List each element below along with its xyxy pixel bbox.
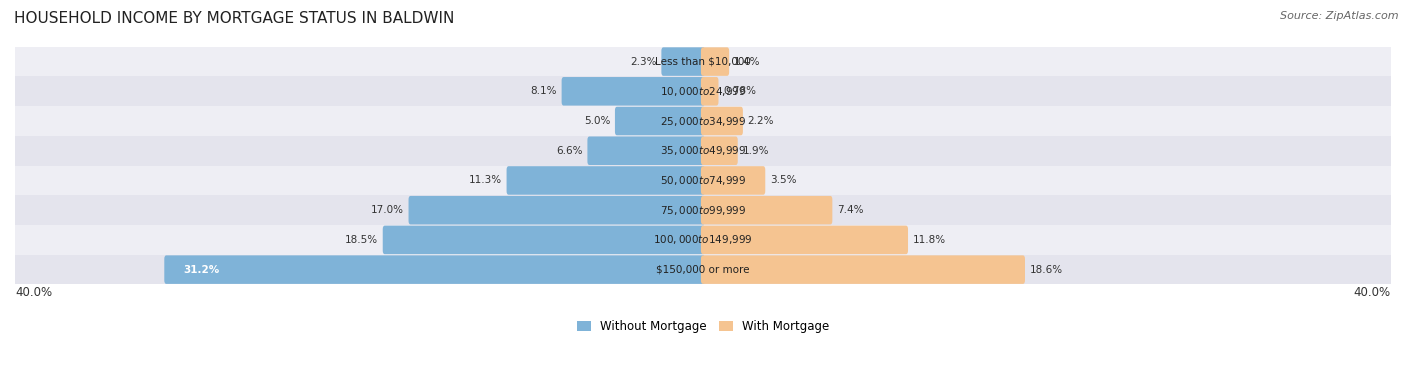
Text: 0.78%: 0.78% [723,86,756,96]
Text: 31.2%: 31.2% [184,265,219,275]
Text: $35,000 to $49,999: $35,000 to $49,999 [659,144,747,157]
Bar [15,76,1391,106]
FancyBboxPatch shape [702,256,1025,284]
Text: 40.0%: 40.0% [1354,286,1391,299]
Text: 2.3%: 2.3% [630,57,657,67]
Bar [15,106,1391,136]
FancyBboxPatch shape [506,166,704,195]
Text: $75,000 to $99,999: $75,000 to $99,999 [659,204,747,217]
Text: Less than $10,000: Less than $10,000 [655,57,751,67]
Text: 40.0%: 40.0% [15,286,52,299]
Text: $50,000 to $74,999: $50,000 to $74,999 [659,174,747,187]
Text: 3.5%: 3.5% [770,175,797,186]
Text: 18.5%: 18.5% [344,235,378,245]
Legend: Without Mortgage, With Mortgage: Without Mortgage, With Mortgage [576,320,830,333]
Bar [15,225,1391,255]
Text: 1.4%: 1.4% [734,57,761,67]
Text: 18.6%: 18.6% [1029,265,1063,275]
Bar [15,47,1391,76]
Text: $100,000 to $149,999: $100,000 to $149,999 [654,233,752,246]
FancyBboxPatch shape [702,196,832,225]
FancyBboxPatch shape [702,77,718,105]
FancyBboxPatch shape [588,136,704,165]
FancyBboxPatch shape [702,166,765,195]
Text: 1.9%: 1.9% [742,146,769,156]
FancyBboxPatch shape [614,107,704,135]
FancyBboxPatch shape [702,47,730,76]
FancyBboxPatch shape [165,256,704,284]
Text: Source: ZipAtlas.com: Source: ZipAtlas.com [1281,11,1399,21]
Text: 11.8%: 11.8% [912,235,946,245]
Text: 11.3%: 11.3% [468,175,502,186]
Text: HOUSEHOLD INCOME BY MORTGAGE STATUS IN BALDWIN: HOUSEHOLD INCOME BY MORTGAGE STATUS IN B… [14,11,454,26]
Bar [15,195,1391,225]
FancyBboxPatch shape [382,226,704,254]
Text: 5.0%: 5.0% [583,116,610,126]
FancyBboxPatch shape [702,136,738,165]
Text: $10,000 to $24,999: $10,000 to $24,999 [659,85,747,98]
Text: $25,000 to $34,999: $25,000 to $34,999 [659,115,747,127]
Text: 7.4%: 7.4% [837,205,863,215]
FancyBboxPatch shape [409,196,704,225]
Bar [15,255,1391,285]
FancyBboxPatch shape [702,107,742,135]
FancyBboxPatch shape [702,226,908,254]
FancyBboxPatch shape [561,77,704,105]
FancyBboxPatch shape [661,47,704,76]
Bar [15,136,1391,166]
Text: 6.6%: 6.6% [557,146,582,156]
Text: 2.2%: 2.2% [748,116,775,126]
Text: $150,000 or more: $150,000 or more [657,265,749,275]
Bar [15,166,1391,195]
Text: 17.0%: 17.0% [371,205,404,215]
Text: 8.1%: 8.1% [530,86,557,96]
